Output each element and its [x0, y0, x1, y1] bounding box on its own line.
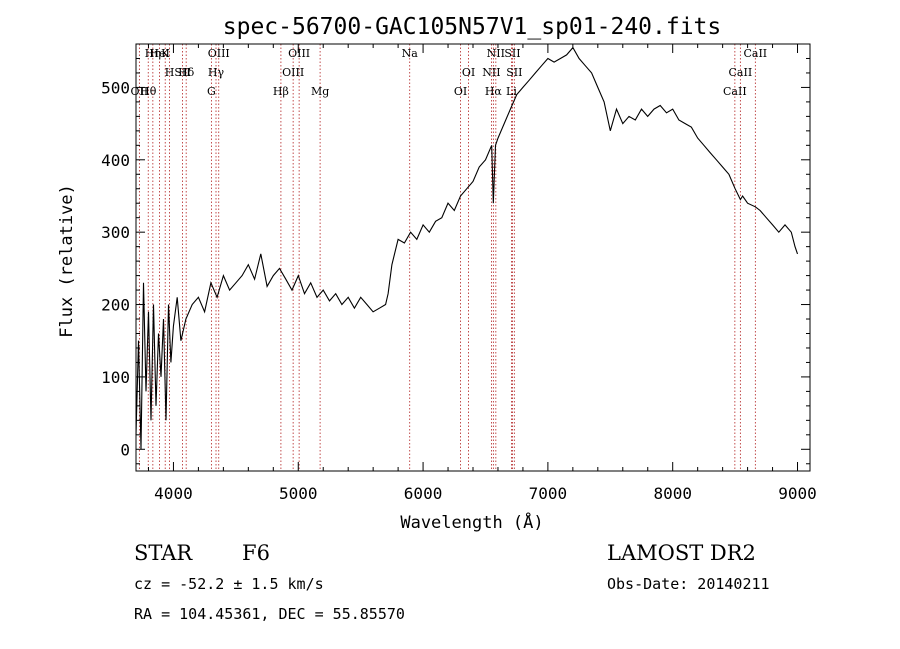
marker-label: Hθ	[140, 85, 157, 98]
redshift-cz: cz = -52.2 ± 1.5 km/s	[134, 575, 324, 593]
marker-label: SII	[506, 66, 522, 79]
marker-label: OI	[454, 85, 467, 98]
marker-label: H	[165, 66, 175, 79]
x-tick-label: 5000	[279, 484, 318, 503]
marker-label: NII	[487, 47, 505, 60]
x-tick-label: 9000	[778, 484, 817, 503]
line-marker-labels: Hη H Hθ K Hδ OII HeI SII G OIII Hγ Hβ OIII OIII Mg Na OI…	[131, 47, 768, 98]
marker-label: OIII	[288, 47, 310, 60]
y-tick-label: 0	[120, 440, 130, 459]
obs-date: Obs-Date: 20140211	[607, 575, 770, 593]
x-tick-label: 6000	[404, 484, 443, 503]
y-tick-label: 500	[101, 78, 130, 97]
marker-label: G	[207, 85, 216, 98]
marker-label: Hδ	[178, 66, 195, 79]
marker-label: K	[161, 47, 170, 60]
y-axis-ticks: 0 100 200 300 400 500	[101, 43, 810, 465]
survey-name: LAMOST DR2	[607, 541, 756, 565]
marker-label: SII	[504, 47, 520, 60]
x-axis-ticks: 4000 5000 6000 7000 8000 9000	[147, 44, 817, 503]
x-axis-label: Wavelength (Å)	[400, 511, 543, 533]
chart-title: spec-56700-GAC105N57V1_sp01-240.fits	[223, 14, 722, 40]
object-class: STAR	[134, 541, 193, 565]
marker-label: Hγ	[208, 66, 225, 79]
plot-frame	[135, 43, 811, 472]
marker-label: CaII	[729, 66, 753, 79]
marker-label: SII	[174, 66, 190, 79]
y-axis-label: Flux (relative)	[57, 184, 77, 338]
y-tick-label: 300	[101, 223, 130, 242]
marker-label: CaII	[723, 85, 747, 98]
ra-dec: RA = 104.45361, DEC = 55.85570	[134, 605, 405, 623]
marker-label: Na	[402, 47, 419, 60]
y-tick-label: 400	[101, 151, 130, 170]
marker-label: Li	[506, 85, 517, 98]
marker-label: Hα	[485, 85, 503, 98]
line-markers	[138, 44, 756, 471]
marker-label: OIII	[282, 66, 304, 79]
marker-label: Hη	[145, 47, 161, 60]
marker-label: CaII	[743, 47, 767, 60]
marker-label: Hβ	[273, 85, 289, 98]
marker-label: OII	[131, 85, 149, 98]
marker-label: OI	[462, 66, 475, 79]
marker-label: NII	[482, 66, 500, 79]
marker-label: HeI	[149, 47, 169, 60]
object-subclass: F6	[242, 541, 270, 565]
x-tick-label: 4000	[154, 484, 193, 503]
x-tick-label: 7000	[529, 484, 568, 503]
y-tick-label: 100	[101, 368, 130, 387]
marker-label: Mg	[311, 85, 329, 98]
x-tick-label: 8000	[653, 484, 692, 503]
marker-label: OIII	[208, 47, 230, 60]
y-tick-label: 200	[101, 296, 130, 315]
spectrum-line	[135, 46, 799, 450]
